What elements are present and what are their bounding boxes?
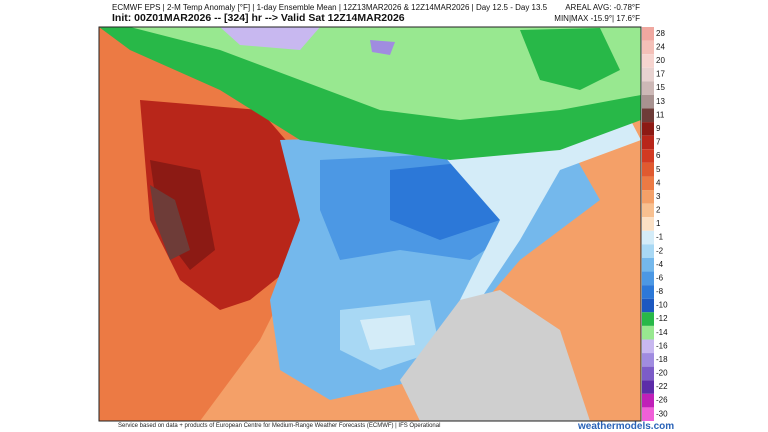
colorbar-label: -10 bbox=[656, 301, 668, 310]
colorbar-label: -22 bbox=[656, 382, 668, 391]
colorbar-swatch bbox=[642, 380, 654, 394]
colorbar-label: -4 bbox=[656, 260, 664, 269]
colorbar-swatch bbox=[642, 298, 654, 313]
colorbar-swatch bbox=[642, 94, 654, 109]
colorbar-swatch bbox=[642, 339, 654, 354]
colorbar-label: -2 bbox=[656, 246, 664, 255]
brand: weathermodels.com bbox=[578, 421, 675, 432]
colorbar-swatch bbox=[642, 27, 654, 41]
colorbar-swatch bbox=[642, 176, 654, 191]
colorbar-label: 24 bbox=[656, 42, 665, 51]
colorbar: 28 24 20 17 15 13 11 9 7 6 5 4 3 2 1 -1 -2 -4 -6 -8 -10 -12 -1… bbox=[642, 27, 668, 421]
colorbar-swatch bbox=[642, 407, 654, 421]
colorbar-label: 7 bbox=[656, 138, 661, 147]
colorbar-label: 13 bbox=[656, 97, 665, 106]
colorbar-swatch bbox=[642, 81, 654, 95]
colorbar-swatch bbox=[642, 366, 654, 381]
colorbar-label: 11 bbox=[656, 110, 665, 119]
colorbar-label: -1 bbox=[656, 233, 664, 242]
colorbar-swatch bbox=[642, 271, 654, 286]
colorbar-swatch bbox=[642, 40, 654, 55]
colorbar-label: 3 bbox=[656, 192, 661, 201]
min-max: MIN|MAX -15.9°| 17.6°F bbox=[554, 14, 640, 23]
colorbar-label: 28 bbox=[656, 29, 665, 38]
colorbar-label: 5 bbox=[656, 165, 661, 174]
colorbar-swatch bbox=[642, 217, 654, 231]
colorbar-swatch bbox=[642, 108, 654, 123]
colorbar-label: -18 bbox=[656, 355, 668, 364]
colorbar-swatch bbox=[642, 244, 654, 258]
colorbar-label: 17 bbox=[656, 70, 665, 79]
colorbar-swatch bbox=[642, 190, 654, 204]
header-line: ECMWF EPS | 2-M Temp Anomaly [°F] | 1-da… bbox=[112, 3, 548, 12]
colorbar-label: -26 bbox=[656, 396, 668, 405]
colorbar-label: 2 bbox=[656, 206, 661, 215]
colorbar-swatch bbox=[642, 353, 654, 367]
colorbar-swatch bbox=[642, 135, 654, 150]
colorbar-label: 15 bbox=[656, 83, 665, 92]
colorbar-swatch bbox=[642, 285, 654, 299]
areal-avg: AREAL AVG: -0.78°F bbox=[565, 3, 640, 12]
colorbar-swatch bbox=[642, 122, 654, 136]
colorbar-label: -6 bbox=[656, 273, 664, 282]
anomaly-field bbox=[99, 27, 641, 421]
colorbar-swatch bbox=[642, 54, 654, 68]
colorbar-swatch bbox=[642, 162, 654, 177]
colorbar-label: -16 bbox=[656, 341, 668, 350]
colorbar-label: 20 bbox=[656, 56, 665, 65]
colorbar-label: -20 bbox=[656, 369, 668, 378]
colorbar-swatch bbox=[642, 312, 654, 326]
header-init: Init: 00Z01MAR2026 -- [324] hr --> Valid… bbox=[112, 12, 405, 24]
colorbar-swatch bbox=[642, 230, 654, 245]
colorbar-label: 1 bbox=[656, 219, 661, 228]
colorbar-swatch bbox=[642, 257, 654, 272]
colorbar-label: 6 bbox=[656, 151, 661, 160]
colorbar-label: -14 bbox=[656, 328, 668, 337]
colorbar-label: 9 bbox=[656, 124, 661, 133]
colorbar-swatch bbox=[642, 203, 654, 218]
map-frame bbox=[98, 26, 642, 422]
footer-credit: Service based on data + products of Euro… bbox=[118, 423, 441, 429]
colorbar-label: -12 bbox=[656, 314, 668, 323]
colorbar-label: -30 bbox=[656, 409, 668, 418]
colorbar-swatch bbox=[642, 149, 654, 163]
colorbar-swatch bbox=[642, 67, 654, 82]
colorbar-label: 4 bbox=[656, 178, 661, 187]
colorbar-swatch bbox=[642, 325, 654, 340]
colorbar-swatch bbox=[642, 393, 654, 408]
colorbar-label: -8 bbox=[656, 287, 664, 296]
